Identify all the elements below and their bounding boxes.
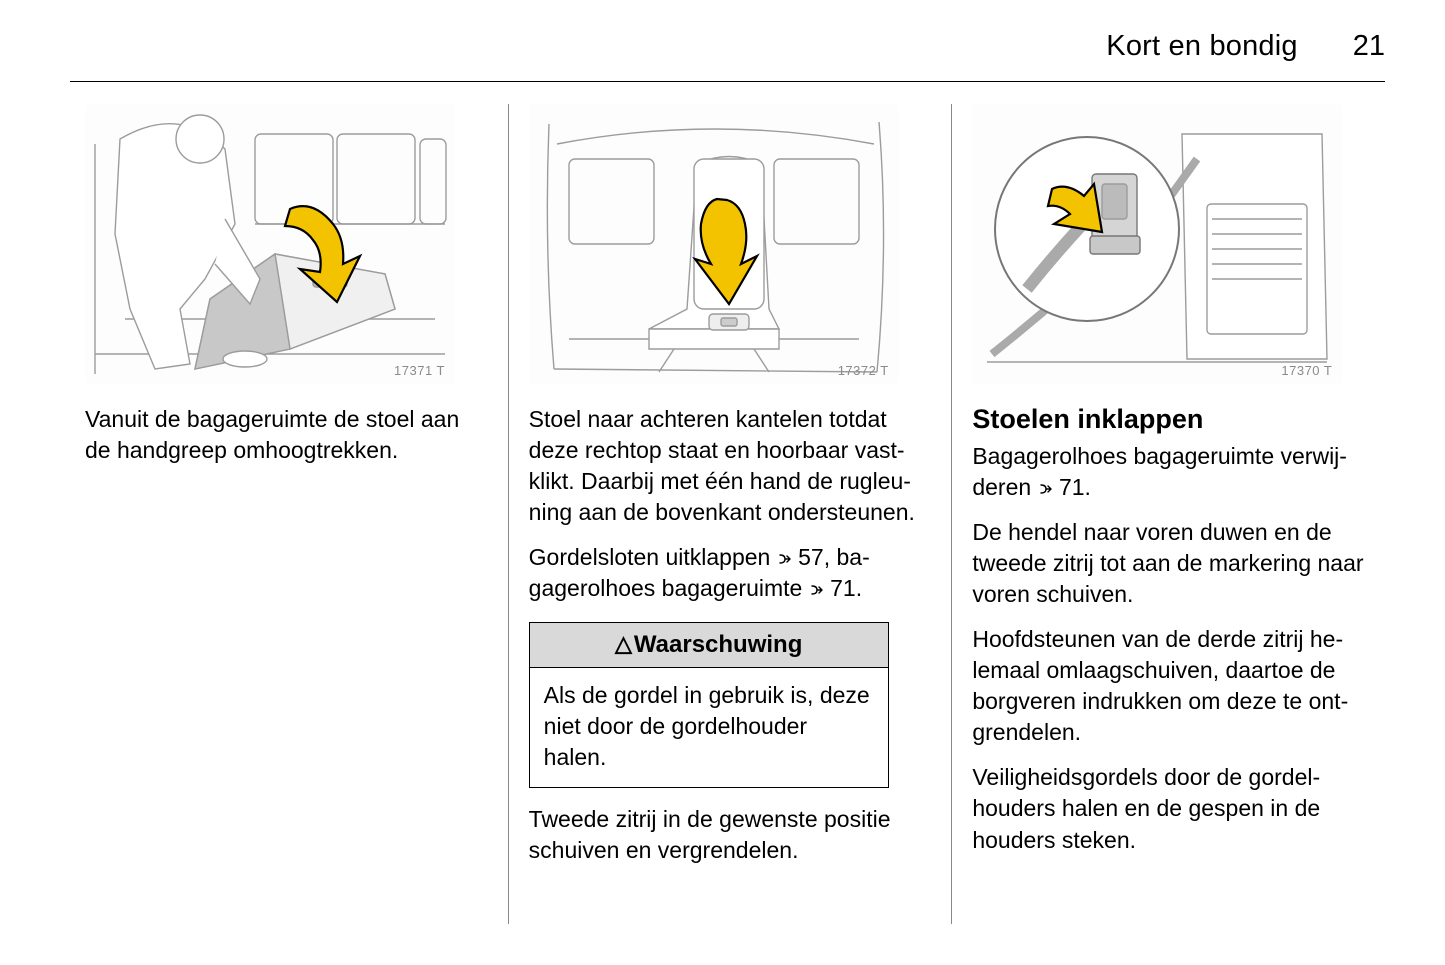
col1-text-1: Vanuit de bagageruimte de stoel aan de h…: [85, 404, 488, 466]
page-number: 21: [1353, 30, 1385, 63]
warning-triangle-icon: △: [615, 631, 632, 656]
ref-arrow-icon: [809, 574, 824, 605]
col3-text-1: Bagagerolhoes bagageruimte verwij­deren …: [972, 441, 1375, 503]
illustration-1: 17371 T: [85, 104, 455, 384]
warning-label: Waarschuwing: [634, 631, 802, 658]
page-header: Kort en bondig 21: [70, 30, 1385, 82]
ref-arrow-icon: [1038, 473, 1053, 504]
warning-heading: △Waarschuwing: [530, 623, 888, 668]
col2-ref2: 71: [830, 575, 856, 601]
column-1: 17371 T Vanuit de bagageruimte de stoel …: [70, 104, 508, 924]
ref-arrow-icon: [777, 543, 792, 574]
illustration-3: 17370 T: [972, 104, 1342, 384]
section-title: Kort en bondig: [1106, 30, 1297, 63]
col2-text-2: Gordelsloten uitklappen 57, ba­gagerolho…: [529, 542, 932, 604]
col3-text-4: Veiligheidsgordels door de gordel­houder…: [972, 762, 1375, 855]
col3-ref1: 71: [1059, 474, 1085, 500]
illustration-2: 17372 T: [529, 104, 899, 384]
column-2: 17372 T Stoel naar achteren kantelen tot…: [509, 104, 952, 924]
warning-box: △Waarschuwing Als de gordel in gebruik i…: [529, 622, 889, 788]
col3-text-2: De hendel naar voren duwen en de tweede …: [972, 517, 1375, 610]
col2-text-3: Tweede zitrij in de gewenste positie sch…: [529, 804, 932, 866]
col2-ref1: 57: [798, 544, 824, 570]
col2-text-1: Stoel naar achteren kantelen totdat deze…: [529, 404, 932, 528]
col3-text-1-pre: Bagagerolhoes bagageruimte verwij­deren: [972, 443, 1347, 500]
col3-text-1-post: .: [1085, 474, 1091, 500]
column-3: 17370 T Stoelen inklappen Bagagerolhoes …: [952, 104, 1385, 924]
warning-body: Als de gordel in gebruik is, deze niet d…: [530, 668, 888, 787]
seat-lift-illustration: [85, 104, 455, 384]
illustration-id-3: 17370 T: [1281, 363, 1332, 378]
illustration-id-2: 17372 T: [838, 363, 889, 378]
illustration-id-1: 17371 T: [394, 363, 445, 378]
content-columns: 17371 T Vanuit de bagageruimte de stoel …: [70, 104, 1385, 924]
belt-holder-illustration: [972, 104, 1342, 384]
col2-text-2-pre: Gordelsloten uitklappen: [529, 544, 777, 570]
col3-text-3: Hoofdsteunen van de derde zitrij he­lema…: [972, 624, 1375, 748]
col2-text-2-post: .: [856, 575, 862, 601]
seat-tilt-illustration: [529, 104, 899, 384]
col3-heading: Stoelen inklappen: [972, 404, 1375, 435]
manual-page: Kort en bondig 21: [0, 0, 1445, 965]
